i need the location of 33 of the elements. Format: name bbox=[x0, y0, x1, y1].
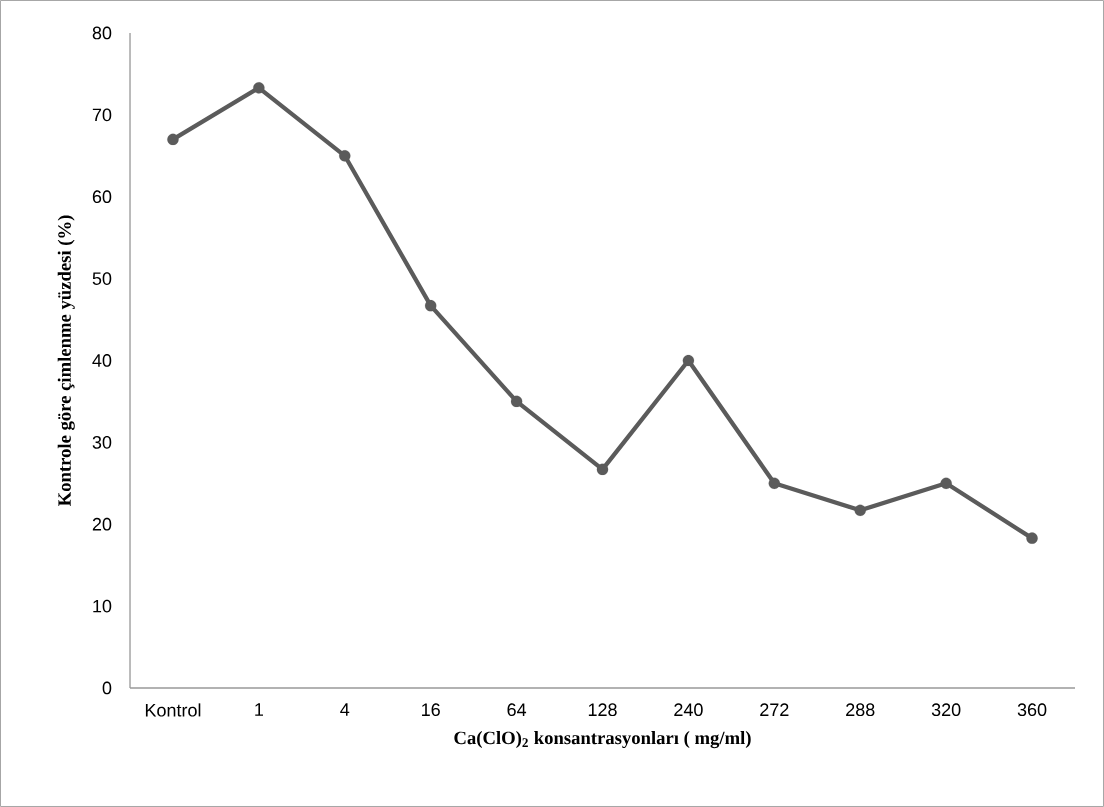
x-tick-label: 1 bbox=[255, 703, 263, 716]
x-tick-label: 240 bbox=[674, 703, 703, 717]
point bbox=[253, 82, 265, 94]
point bbox=[167, 133, 179, 146]
x-tick-label: Kontrol bbox=[145, 703, 201, 717]
y-tick-label: 30 bbox=[92, 435, 112, 449]
point bbox=[940, 477, 952, 489]
point bbox=[854, 504, 866, 516]
x-axis-title: Ca(ClO)$_{2}$ konsantrasyonları ( mg/ml) bbox=[454, 731, 751, 749]
y-axis-title: Kontrole göre çimlenme yüzdesi (%) bbox=[57, 215, 75, 507]
x-tick-label: 360 bbox=[1017, 703, 1047, 717]
point bbox=[1026, 532, 1038, 544]
y-tick-label: 20 bbox=[92, 517, 112, 531]
point bbox=[339, 150, 351, 162]
y-tick-label: 10 bbox=[93, 599, 112, 613]
point bbox=[510, 395, 523, 408]
y-tick-label: 60 bbox=[92, 190, 112, 204]
x-tick-label: 272 bbox=[760, 703, 789, 716]
y-tick-label: 80 bbox=[92, 26, 112, 40]
point bbox=[425, 299, 437, 312]
x-tick-label: 4 bbox=[340, 703, 350, 716]
x-tick-label: 320 bbox=[931, 703, 961, 717]
point bbox=[596, 463, 609, 476]
x-tick-label: 288 bbox=[846, 703, 875, 717]
x-tick-label: 128 bbox=[588, 703, 617, 717]
y-tick-label: 70 bbox=[92, 108, 112, 122]
x-tick-label: 64 bbox=[507, 703, 527, 717]
y-tick-label: 50 bbox=[92, 272, 112, 285]
point bbox=[682, 354, 695, 367]
point bbox=[768, 477, 780, 489]
x-tick-label: 16 bbox=[422, 703, 440, 717]
y-tick-label: 40 bbox=[92, 354, 112, 367]
y-tick-label: 0 bbox=[102, 681, 112, 695]
